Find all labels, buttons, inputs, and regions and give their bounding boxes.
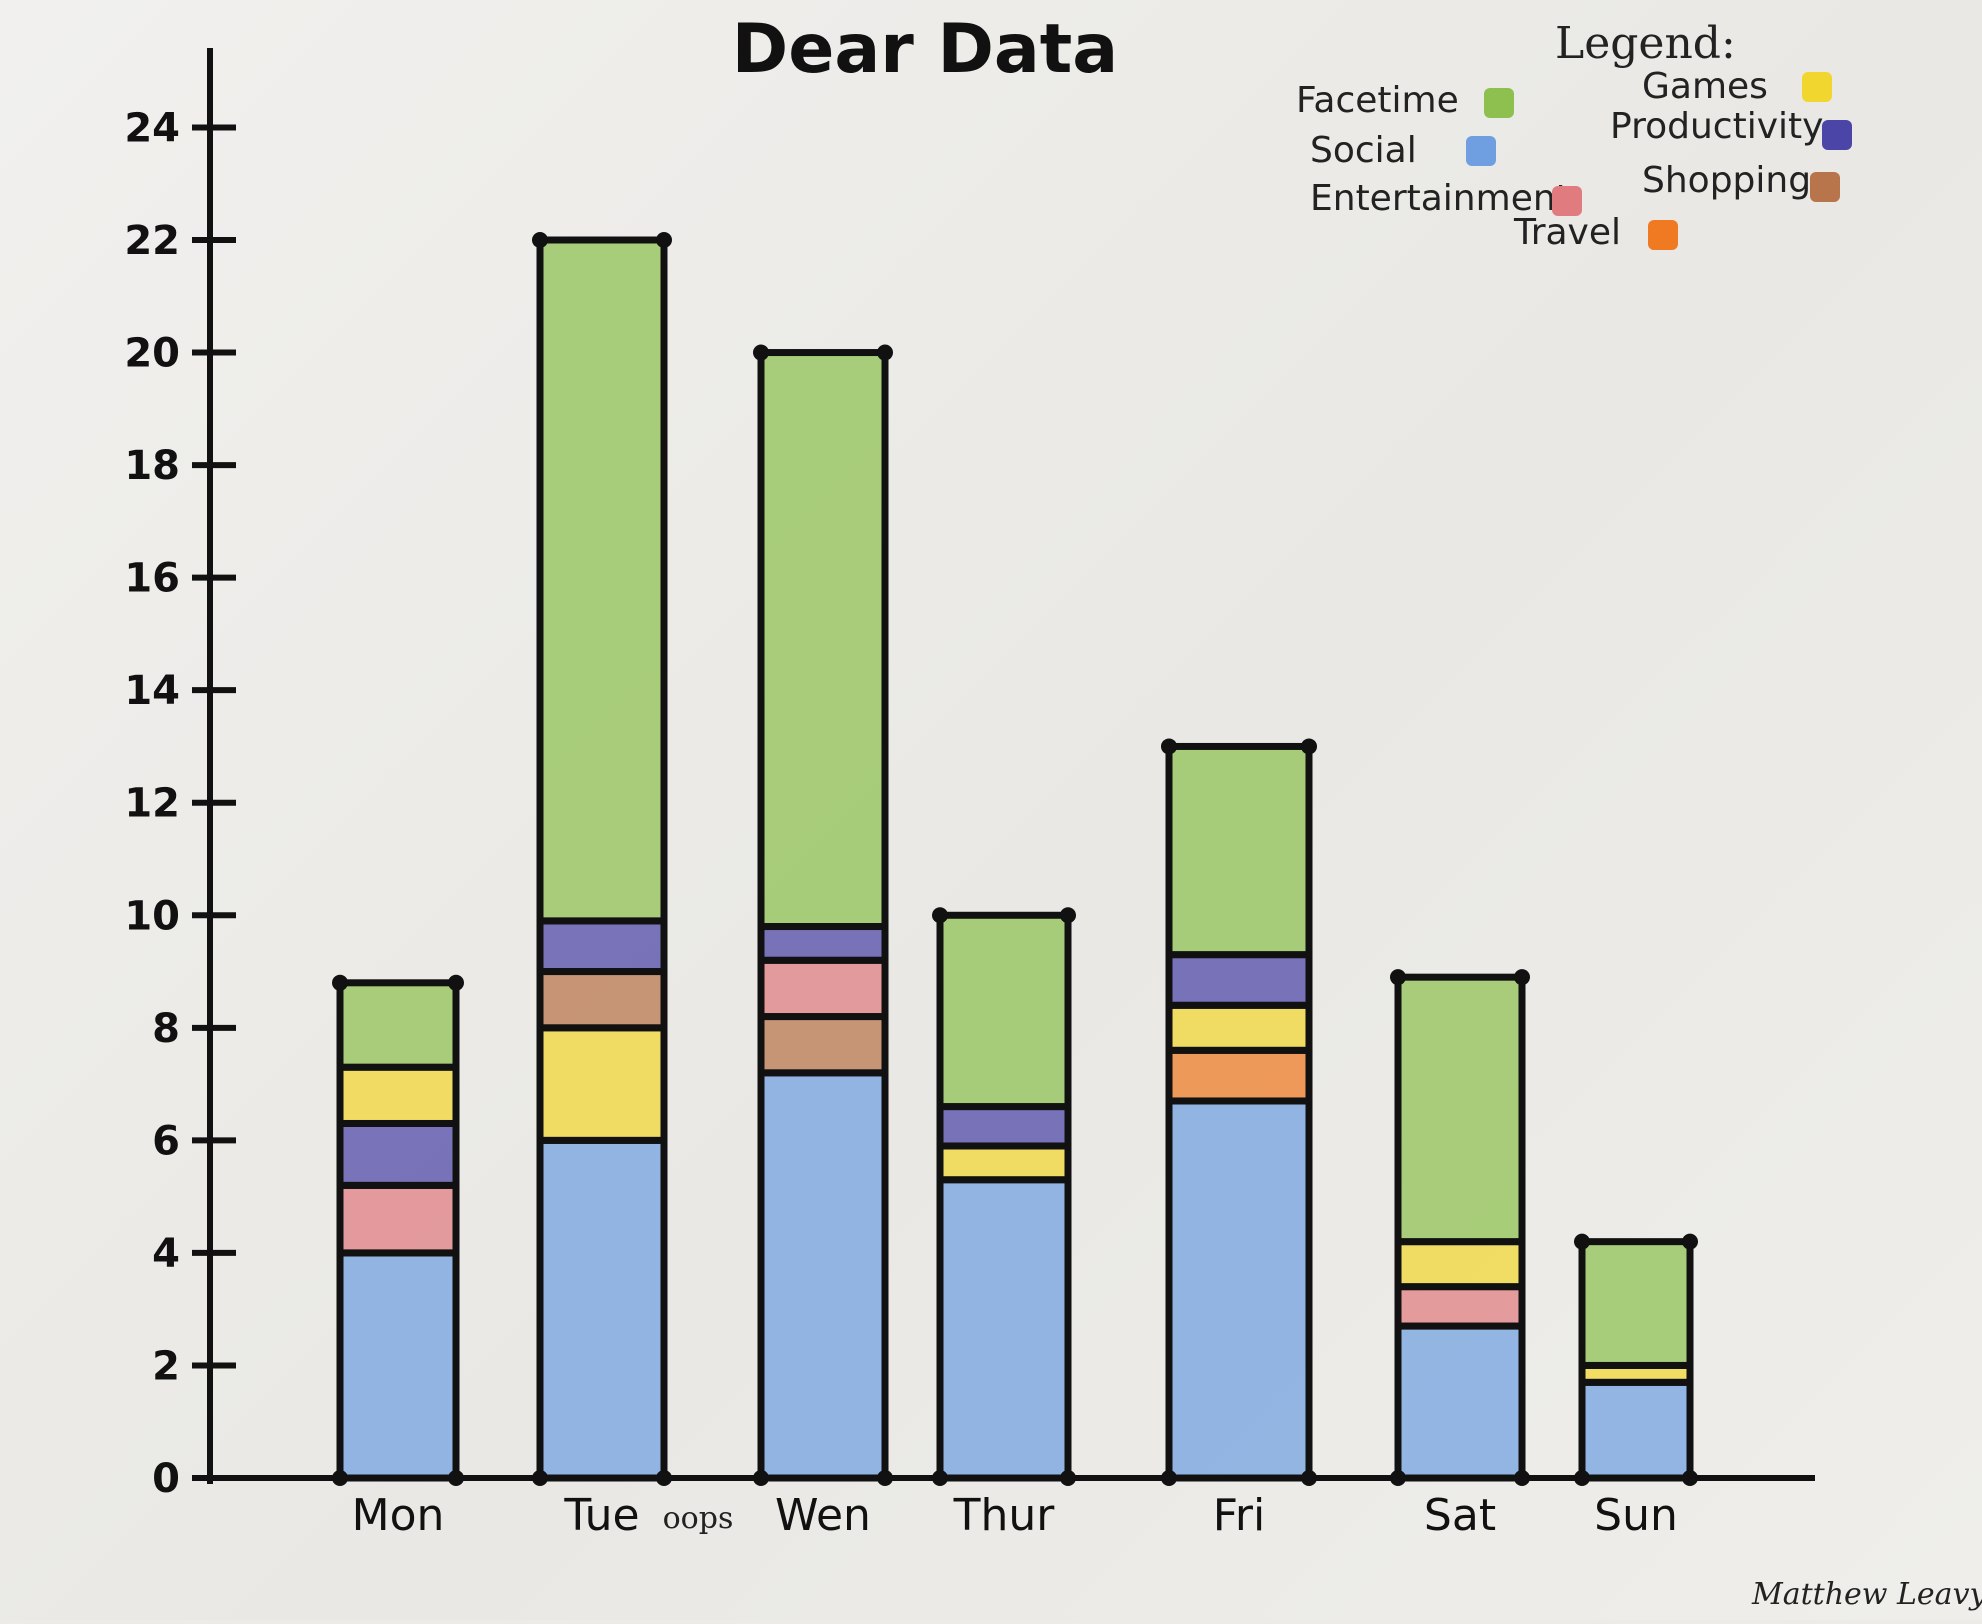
bar-segment-productivity: [536, 917, 668, 976]
bar-segment-travel: [1165, 1046, 1313, 1105]
legend-swatch: [1822, 120, 1852, 150]
bar-segment-games: [536, 1024, 668, 1144]
bar-segment-productivity: [757, 923, 889, 964]
legend-label: Facetime: [1296, 80, 1459, 121]
bar-segment-productivity: [936, 1103, 1072, 1150]
legend-swatch: [1648, 220, 1678, 250]
bar-corner-dot: [656, 232, 672, 248]
bar-corner-dot: [1574, 1233, 1590, 1250]
bar-segment-social: [1394, 1322, 1526, 1482]
legend-label: Travel: [1513, 212, 1621, 253]
bar-segment-games: [336, 1063, 460, 1127]
x-tick-label: Mon: [352, 1490, 445, 1541]
bar-segment-games: [1165, 1001, 1313, 1054]
legend-label: Games: [1642, 66, 1768, 107]
legend-swatch: [1552, 186, 1582, 216]
legend-label: Entertainment: [1310, 178, 1570, 219]
bar-sun: [1574, 1233, 1698, 1486]
bar-corner-dot: [532, 232, 548, 248]
y-tick-label: 18: [124, 443, 180, 489]
bar-segment-facetime: [536, 236, 668, 925]
y-tick-label: 14: [124, 668, 180, 714]
x-tick-label: Sun: [1594, 1490, 1678, 1541]
bar-corner-dot: [1060, 907, 1076, 924]
y-tick-label: 16: [124, 556, 180, 602]
bar-corner-dot: [1682, 1233, 1698, 1250]
signature: Matthew Leavy: [1751, 1577, 1982, 1612]
bar-segment-entertainment: [1394, 1283, 1526, 1330]
bar-sat: [1390, 969, 1530, 1486]
bar-corner-dot: [932, 907, 948, 924]
y-tick-label: 12: [124, 781, 180, 827]
labels-layer: Mon Tue Wen Thur Fri Sat Sun: [352, 1490, 1678, 1541]
chart-title: Dear Data: [732, 10, 1118, 89]
bar-segment-facetime: [936, 911, 1072, 1111]
oops-label: oops: [663, 1501, 734, 1536]
bar-segment-social: [1578, 1378, 1694, 1482]
legend-swatch: [1466, 136, 1496, 166]
bar-wen: [753, 344, 893, 1486]
bar-segment-social: [536, 1136, 668, 1482]
x-tick-label: Thur: [953, 1490, 1056, 1541]
bar-corner-dot: [1161, 738, 1177, 755]
legend-label: Shopping: [1642, 160, 1811, 201]
y-tick-label: 2: [152, 1343, 180, 1389]
bar-segment-games: [1394, 1238, 1526, 1291]
bar-segment-entertainment: [757, 956, 889, 1021]
bar-segment-social: [336, 1249, 460, 1482]
bar-segment-facetime: [1394, 973, 1526, 1246]
legend-label: Social: [1310, 130, 1417, 171]
y-tick-label: 24: [124, 105, 180, 151]
y-tick-label: 8: [152, 1006, 180, 1052]
legend-swatch: [1802, 72, 1832, 102]
bars-layer: [332, 232, 1698, 1486]
legend-swatch: [1810, 172, 1840, 202]
x-tick-label: Sat: [1424, 1490, 1496, 1541]
bar-fri: [1161, 738, 1317, 1486]
y-tick-label: 10: [124, 893, 180, 939]
bar-segment-shopping: [757, 1013, 889, 1077]
bar-corner-dot: [448, 974, 464, 991]
legend-title: Legend:: [1555, 18, 1736, 69]
y-tick-label: 0: [152, 1456, 180, 1502]
x-tick-label: Wen: [775, 1490, 871, 1541]
bar-thur: [932, 907, 1076, 1486]
bar-segment-productivity: [336, 1119, 460, 1189]
bar-segment-facetime: [757, 349, 889, 931]
legend-label: Productivity: [1610, 106, 1823, 147]
bar-corner-dot: [877, 344, 893, 361]
y-tick-label: 20: [124, 331, 180, 377]
bar-corner-dot: [1390, 969, 1406, 986]
bar-segment-social: [1165, 1097, 1313, 1482]
y-tick-label: 22: [124, 218, 180, 264]
bar-corner-dot: [332, 974, 348, 991]
bar-corner-dot: [1301, 738, 1317, 755]
x-tick-label: Tue: [563, 1490, 639, 1541]
y-tick-label: 6: [152, 1118, 180, 1164]
bar-segment-productivity: [1165, 951, 1313, 1009]
bar-tue: [532, 232, 672, 1486]
bar-segment-social: [936, 1176, 1072, 1482]
bar-corner-dot: [753, 344, 769, 361]
bar-segment-entertainment: [336, 1181, 460, 1257]
bar-segment-facetime: [336, 979, 460, 1071]
legend-layer: Facetime Games Social Productivity Entertain…: [1296, 66, 1852, 253]
bar-segment-shopping: [536, 968, 668, 1032]
bar-corner-dot: [1514, 969, 1530, 986]
y-tick-label: 4: [152, 1231, 180, 1277]
bar-segment-facetime: [1165, 742, 1313, 959]
x-tick-label: Fri: [1213, 1490, 1265, 1541]
bar-mon: [332, 974, 464, 1486]
bar-segment-games: [936, 1142, 1072, 1184]
bar-segment-social: [757, 1069, 889, 1482]
bar-segment-facetime: [1578, 1238, 1694, 1369]
legend-swatch: [1484, 88, 1514, 118]
